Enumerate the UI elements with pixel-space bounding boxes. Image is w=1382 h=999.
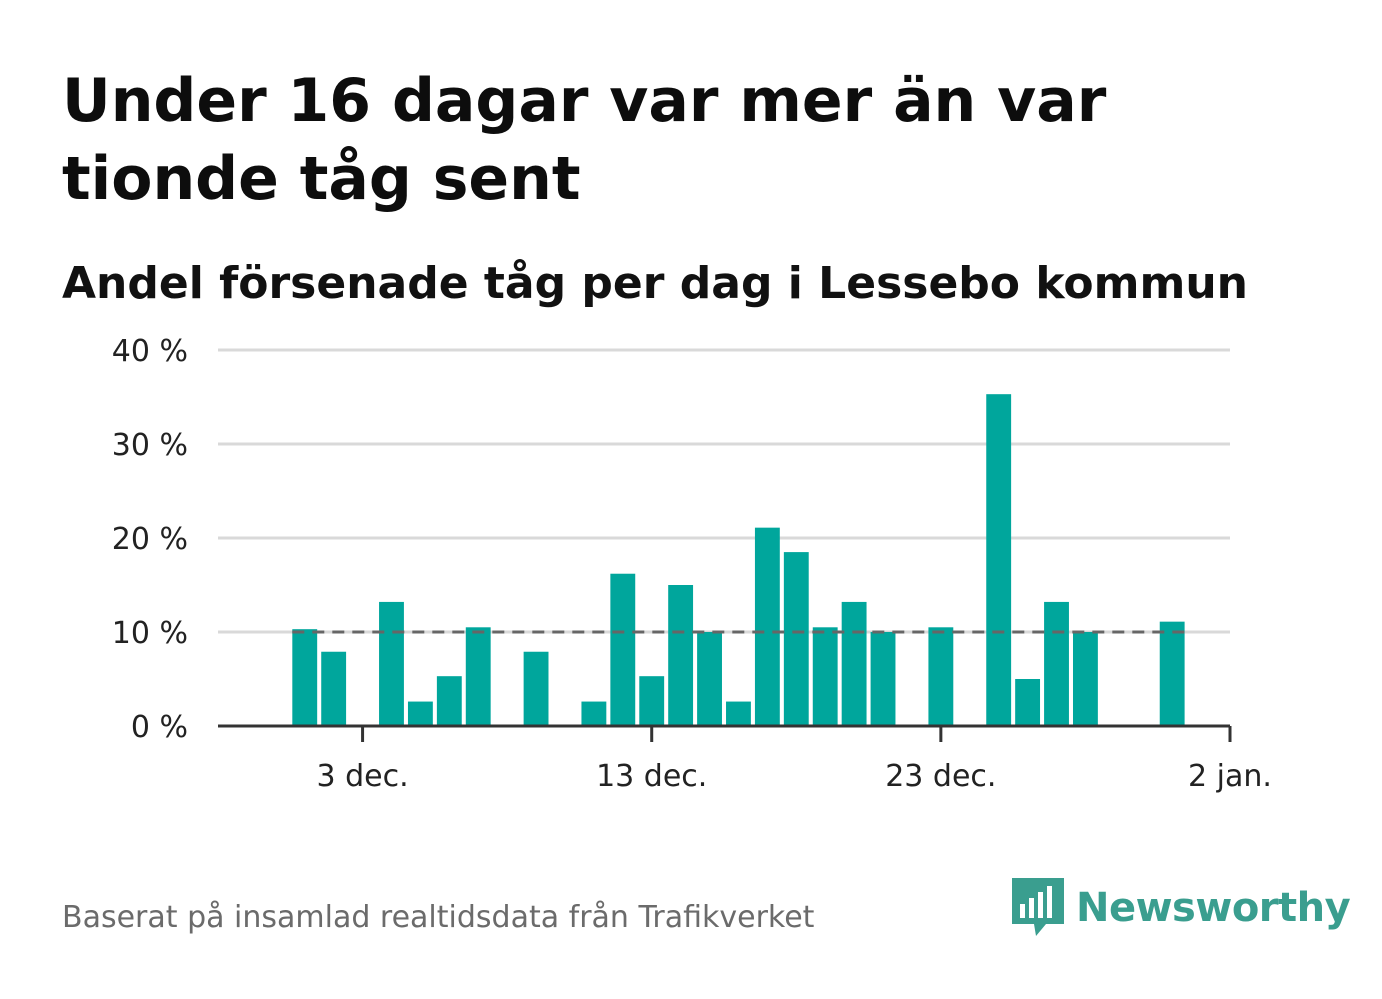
- bar: [697, 632, 722, 726]
- brand-logo: Newsworthy: [1012, 878, 1351, 938]
- bar: [407, 701, 433, 726]
- bar: [1072, 632, 1098, 726]
- bars: [292, 394, 1185, 726]
- bar: [610, 573, 636, 726]
- bar: [986, 394, 1012, 726]
- bar: [928, 627, 954, 726]
- bar: [321, 651, 347, 726]
- bar: [581, 701, 607, 726]
- bar: [1044, 601, 1069, 726]
- bar: [1159, 621, 1185, 726]
- bar: [639, 676, 665, 726]
- x-axis: 3 dec. 13 dec. 23 dec. 2 jan.: [218, 724, 1272, 794]
- chart-title: Under 16 dagar var mer än var tionde tåg…: [62, 66, 1107, 214]
- bar: [292, 629, 318, 726]
- y-tick-label: 30 %: [112, 428, 188, 463]
- grid-lines: [218, 348, 1230, 634]
- x-tick-label: 23 dec.: [885, 759, 996, 794]
- brand-name: Newsworthy: [1076, 885, 1351, 931]
- y-tick-label: 10 %: [112, 616, 188, 651]
- y-tick-label: 20 %: [112, 522, 188, 557]
- bar: [1015, 679, 1041, 726]
- bar: [754, 527, 780, 726]
- x-tick-label: 2 jan.: [1188, 759, 1272, 794]
- bar: [668, 585, 694, 726]
- bar: [726, 701, 751, 726]
- bar: [783, 552, 809, 726]
- source-note: Baserat på insamlad realtidsdata från Tr…: [62, 900, 815, 935]
- y-axis: 0 % 10 % 20 % 30 % 40 %: [112, 334, 188, 745]
- bar: [870, 632, 896, 726]
- bar: [523, 651, 549, 726]
- bar: [436, 676, 462, 726]
- newsworthy-logo-icon: [1012, 878, 1064, 936]
- x-tick-label: 13 dec.: [596, 759, 707, 794]
- chart-subtitle: Andel försenade tåg per dag i Lessebo ko…: [62, 258, 1248, 309]
- bar: [841, 601, 867, 726]
- y-tick-label: 40 %: [112, 334, 188, 369]
- bar: [812, 627, 838, 726]
- bar: [465, 627, 491, 726]
- x-tick-label: 3 dec.: [316, 759, 408, 794]
- y-tick-label: 0 %: [131, 710, 188, 745]
- bar: [379, 601, 404, 726]
